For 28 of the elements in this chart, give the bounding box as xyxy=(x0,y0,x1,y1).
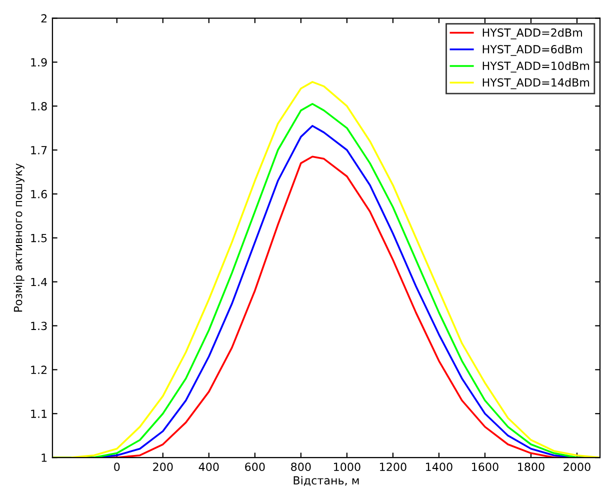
x-tick-label: 800 xyxy=(291,462,311,472)
y-tick-label: 1.7 xyxy=(31,146,47,154)
legend-label: HYST_ADD=14dBm xyxy=(482,78,590,90)
x-tick-label: 1400 xyxy=(426,462,452,472)
legend-label: HYST_ADD=2dBm xyxy=(482,28,582,40)
y-tick-label: 1.3 xyxy=(31,322,47,330)
x-tick-label: 1200 xyxy=(380,462,406,472)
y-tick-label: 1.4 xyxy=(31,278,47,286)
y-tick-label: 1.1 xyxy=(31,410,47,418)
y-tick-label: 1 xyxy=(42,454,47,462)
x-tick-label: 1000 xyxy=(334,462,360,472)
y-axis-title: Розмір активного пошуку xyxy=(14,163,24,312)
x-tick-label: 1600 xyxy=(472,462,498,472)
legend-label: HYST_ADD=6dBm xyxy=(482,44,582,56)
y-tick-label: 2 xyxy=(41,14,46,22)
y-tick-label: 1.2 xyxy=(31,366,46,374)
legend-label: HYST_ADD=10dBm xyxy=(482,61,590,73)
x-tick-label: 2000 xyxy=(564,462,590,472)
x-tick-label: 200 xyxy=(153,462,173,472)
x-tick-label: 400 xyxy=(198,462,219,472)
x-tick-label: 0 xyxy=(114,462,120,472)
y-tick-label: 1.5 xyxy=(31,234,47,242)
y-tick-label: 1.8 xyxy=(31,102,47,110)
y-tick-label: 1.9 xyxy=(31,58,47,67)
y-tick-label: 1.6 xyxy=(31,190,47,198)
x-tick-label: 1800 xyxy=(518,462,544,472)
x-axis-title: Відстань, м xyxy=(294,476,359,486)
x-tick-label: 600 xyxy=(245,462,265,472)
